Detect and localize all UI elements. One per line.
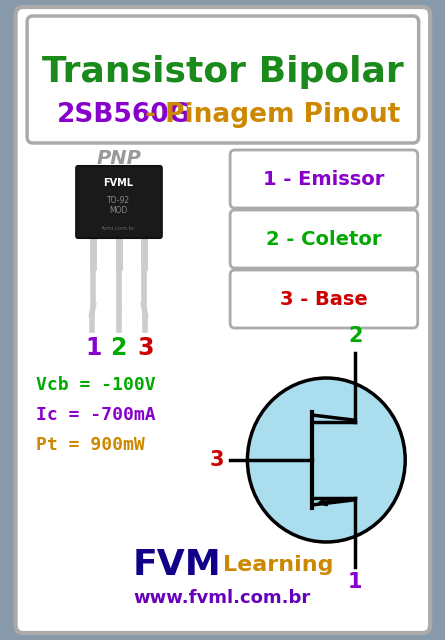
- FancyBboxPatch shape: [230, 210, 418, 268]
- Text: 1: 1: [348, 572, 362, 592]
- Text: 1: 1: [85, 336, 101, 360]
- FancyBboxPatch shape: [76, 166, 162, 238]
- Text: 2SB560G: 2SB560G: [57, 102, 191, 128]
- Text: Pt = 900mW: Pt = 900mW: [36, 436, 145, 454]
- Text: fvml.com.br: fvml.com.br: [102, 225, 135, 230]
- Text: 2: 2: [110, 336, 127, 360]
- Text: 2 - Coletor: 2 - Coletor: [266, 230, 381, 248]
- Text: 1 - Emissor: 1 - Emissor: [263, 170, 384, 189]
- Text: Vcb = -100V: Vcb = -100V: [36, 376, 155, 394]
- FancyBboxPatch shape: [16, 7, 430, 633]
- Text: FVML: FVML: [104, 178, 134, 188]
- Text: Ic = -700mA: Ic = -700mA: [36, 406, 155, 424]
- Text: 3: 3: [210, 450, 224, 470]
- Text: PNP: PNP: [97, 148, 142, 168]
- Circle shape: [247, 378, 405, 542]
- Text: 3 - Base: 3 - Base: [279, 289, 367, 308]
- Text: MOD: MOD: [109, 205, 128, 214]
- Text: Learning: Learning: [223, 555, 333, 575]
- Text: FVM: FVM: [133, 548, 222, 582]
- Text: - Pinagem Pinout: - Pinagem Pinout: [137, 102, 401, 128]
- FancyBboxPatch shape: [230, 270, 418, 328]
- Text: Transistor Bipolar: Transistor Bipolar: [41, 55, 403, 89]
- FancyBboxPatch shape: [27, 16, 419, 143]
- Text: www.fvml.com.br: www.fvml.com.br: [134, 589, 311, 607]
- Text: TO-92: TO-92: [107, 195, 130, 205]
- Text: 2: 2: [348, 326, 362, 346]
- FancyBboxPatch shape: [230, 150, 418, 208]
- Text: 3: 3: [137, 336, 154, 360]
